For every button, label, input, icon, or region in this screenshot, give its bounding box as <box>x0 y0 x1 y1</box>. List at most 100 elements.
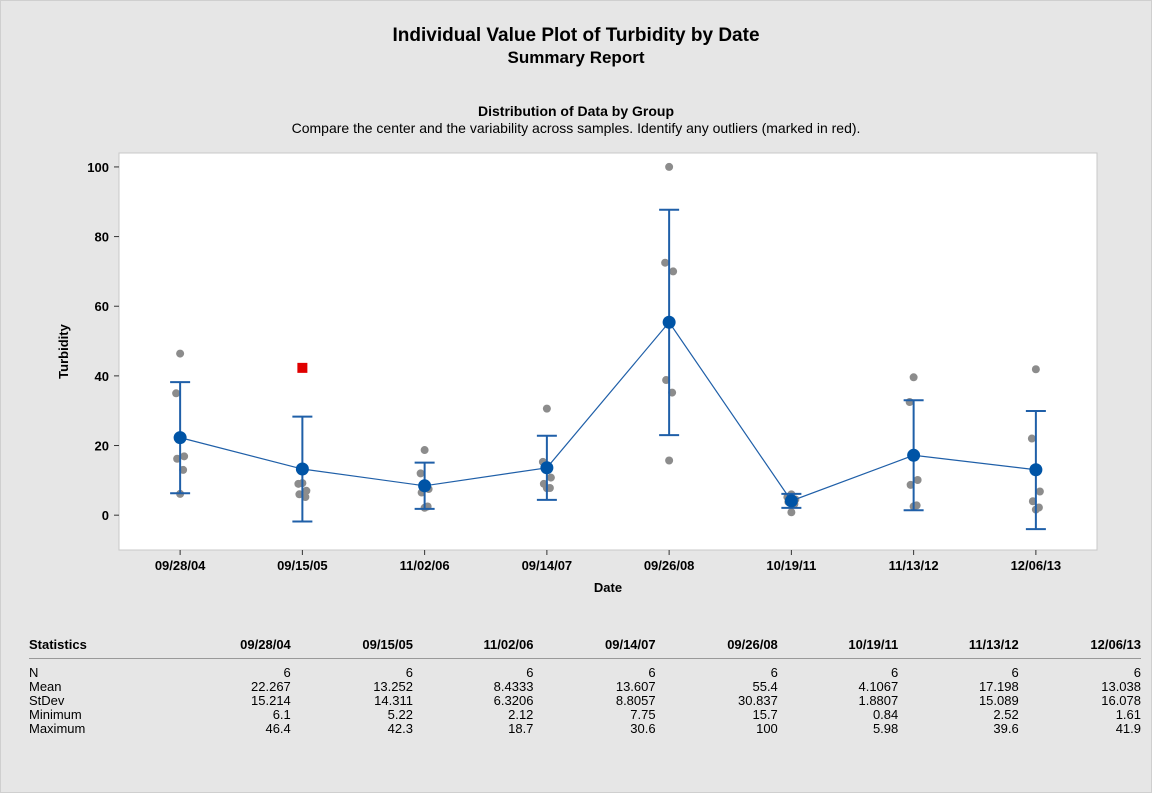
statistics-row: N 6 6 6 6 6 6 6 6 <box>29 659 1141 681</box>
statistics-column-header: 09/15/05 <box>290 634 413 659</box>
statistics-cell: 2.12 <box>508 707 534 722</box>
x-tick-label: 11/02/06 <box>400 558 450 573</box>
statistics-cell: 6 <box>1133 665 1141 680</box>
statistics-row: Minimum 6.1 5.22 2.12 7.75 15.7 0.84 2.52 1.61 <box>29 708 1141 722</box>
x-tick-label: 09/14/07 <box>522 558 573 573</box>
statistics-header-row: Statistics 09/28/04 09/15/05 11/02/06 09/14… <box>29 634 1141 659</box>
data-point <box>665 162 674 171</box>
statistics-cell: 55.4 <box>752 679 778 694</box>
statistics-cell: 46.4 <box>265 721 291 736</box>
statistics-column-header: 10/19/11 <box>777 634 899 659</box>
statistics-cell: 39.6 <box>993 721 1019 736</box>
data-point <box>546 473 555 482</box>
statistics-cell: 15.214 <box>251 693 291 708</box>
statistics-cell: 6 <box>648 665 656 680</box>
mean-connect-line <box>179 321 1036 502</box>
statistics-cell: 6 <box>283 665 291 680</box>
x-tick-label: 10/19/11 <box>766 558 816 573</box>
statistics-cell: 4.1067 <box>858 679 899 694</box>
data-point <box>905 397 914 406</box>
x-tick-label: 09/15/05 <box>277 558 328 573</box>
statistics-cell: 7.75 <box>630 707 656 722</box>
mean-point <box>295 462 309 476</box>
statistics-row-label: N <box>29 665 39 680</box>
data-point <box>294 479 303 488</box>
statistics-cell: 30.837 <box>738 693 778 708</box>
individual-value-plot: 0 20 40 60 80 100 09/28/04 09/15/05 11/02/06 09/1… <box>56 152 1098 595</box>
data-point <box>1035 487 1044 496</box>
statistics-cell: 2.52 <box>993 707 1019 722</box>
statistics-cell: 8.4333 <box>493 679 534 694</box>
plot-area <box>118 152 1098 551</box>
statistics-column-header: 09/28/04 <box>168 634 291 659</box>
statistics-row: Maximum 46.4 42.3 18.7 30.6 100 5.98 39.6 41.9 <box>29 722 1141 736</box>
mean-point <box>540 461 554 475</box>
statistics-cell: 16.078 <box>1101 693 1141 708</box>
statistics-cell: 22.267 <box>251 679 291 694</box>
statistics-column-header: 11/13/12 <box>898 634 1019 659</box>
mean-point <box>662 315 676 329</box>
statistics-cell: 6.3206 <box>493 693 534 708</box>
mean-point <box>1029 463 1043 477</box>
statistics-cell: 30.6 <box>630 721 656 736</box>
statistics-row-label: Minimum <box>29 707 82 722</box>
statistics-cell: 6 <box>526 665 534 680</box>
statistics-row: StDev 15.214 14.311 6.3206 8.8057 30.837 1.880… <box>29 694 1141 708</box>
data-point <box>1027 434 1036 443</box>
report-subtitle: Summary Report <box>507 48 645 67</box>
statistics-cell: 18.7 <box>508 721 534 736</box>
statistics-cell: 13.252 <box>373 679 413 694</box>
statistics-cell: 15.089 <box>978 693 1019 708</box>
mean-point <box>907 448 921 462</box>
y-tick-label: 0 <box>102 508 109 523</box>
data-point <box>302 486 311 495</box>
statistics-column-header: 09/26/08 <box>655 634 778 659</box>
statistics-cell: 6 <box>770 665 778 680</box>
mean-point <box>173 431 187 445</box>
data-point <box>665 456 674 465</box>
data-point <box>661 258 670 267</box>
statistics-row-label: StDev <box>29 693 65 708</box>
statistics-column-header: 12/06/13 <box>1018 634 1141 659</box>
statistics-cell: 6 <box>1011 665 1019 680</box>
y-tick-label: 80 <box>95 230 109 245</box>
y-tick-label: 100 <box>87 160 109 175</box>
report-title: Individual Value Plot of Turbidity by Da… <box>392 25 760 46</box>
x-tick-label: 11/13/12 <box>889 558 939 573</box>
statistics-cell: 17.198 <box>978 679 1019 694</box>
statistics-cell: 8.8057 <box>615 693 656 708</box>
data-point <box>176 349 185 358</box>
panel-title: Distribution of Data by Group <box>478 103 674 119</box>
x-tick-label: 09/28/04 <box>155 558 206 573</box>
statistics-cell: 42.3 <box>387 721 413 736</box>
x-tick-label: 09/26/08 <box>644 558 695 573</box>
y-tick-label: 60 <box>95 299 109 314</box>
statistics-row-label: Maximum <box>29 721 86 736</box>
data-point <box>420 446 429 455</box>
y-axis-label: Turbidity <box>56 323 71 378</box>
data-point <box>909 373 918 382</box>
statistics-cell: 1.61 <box>1115 707 1141 722</box>
statistics-cell: 0.84 <box>872 707 899 722</box>
statistics-cell: 13.038 <box>1101 679 1141 694</box>
statistics-cell: 15.7 <box>752 707 778 722</box>
statistics-column-header: 11/02/06 <box>412 634 534 659</box>
data-point <box>542 404 551 413</box>
statistics-cell: 5.98 <box>872 721 899 736</box>
data-point <box>913 476 922 485</box>
statistics-cell: 6 <box>405 665 413 680</box>
statistics-cell: 1.8807 <box>858 693 899 708</box>
statistics-cell: 6.1 <box>272 707 291 722</box>
statistics-cell: 13.607 <box>615 679 656 694</box>
statistics-row: Mean 22.267 13.252 8.4333 13.607 55.4 4.1067 17… <box>29 680 1141 694</box>
mean-point <box>784 494 798 508</box>
statistics-cell: 100 <box>756 721 778 736</box>
statistics-table: Statistics 09/28/04 09/15/05 11/02/06 09/14… <box>29 634 1141 736</box>
y-tick-label: 20 <box>95 439 109 454</box>
statistics-cell: 6 <box>891 665 899 680</box>
x-axis-label: Date <box>594 580 622 595</box>
panel-description: Compare the center and the variability a… <box>291 120 861 136</box>
statistics-cell: 41.9 <box>1115 721 1141 736</box>
y-tick-label: 40 <box>95 369 109 384</box>
